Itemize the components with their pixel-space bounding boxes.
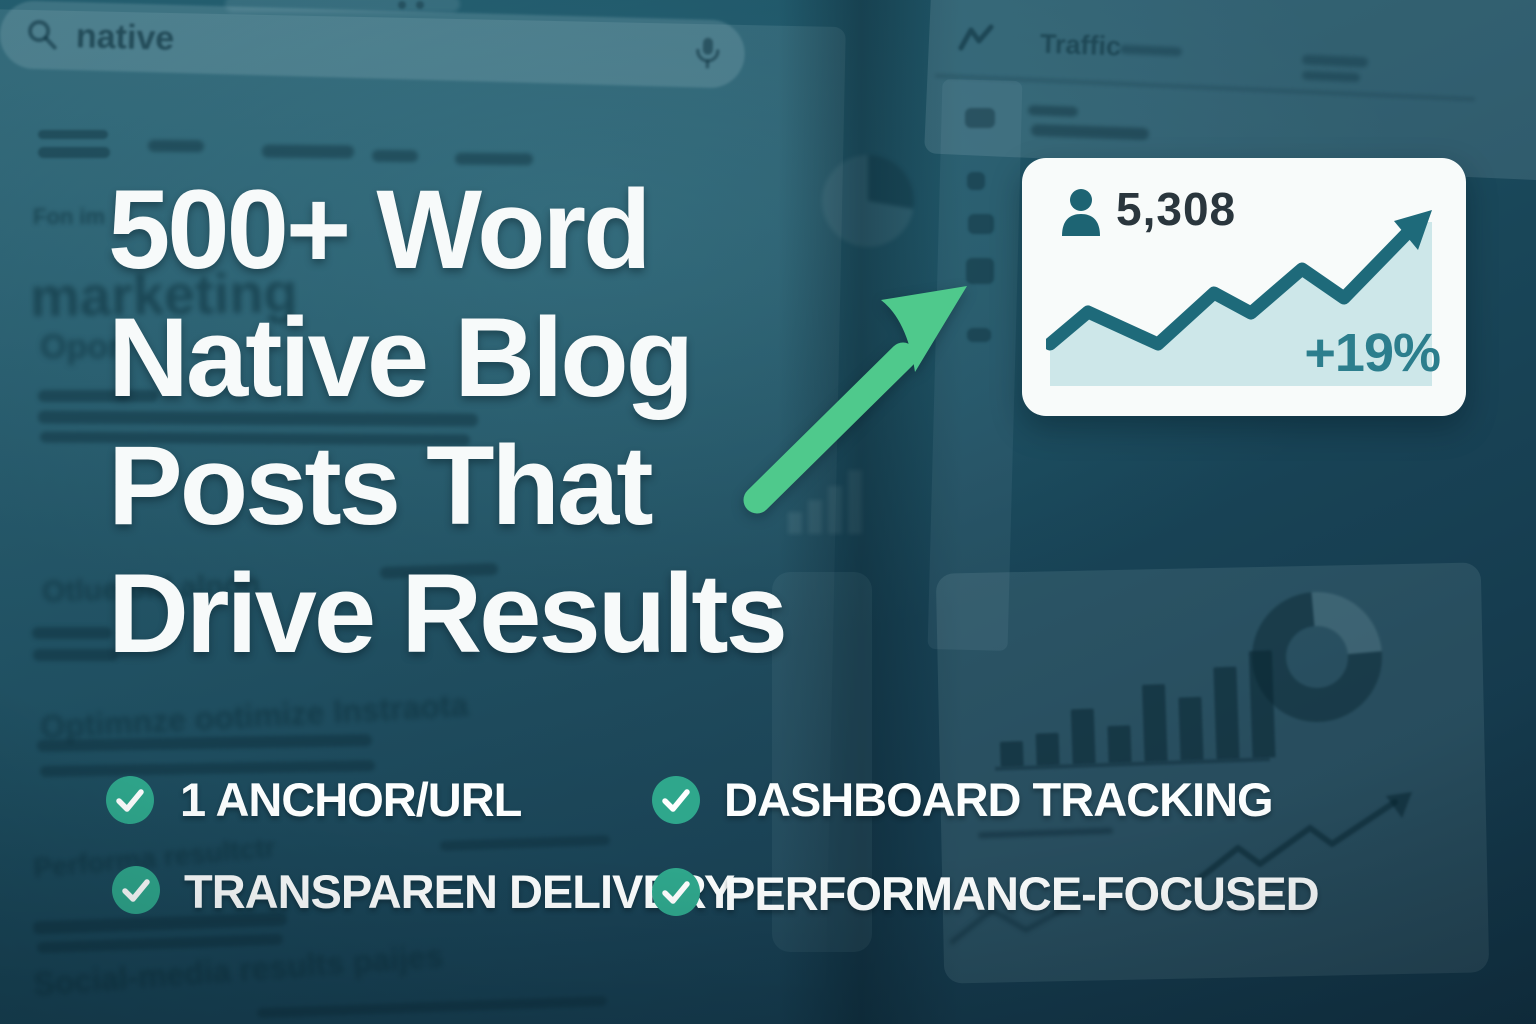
stat-delta: +19% xyxy=(1304,323,1441,383)
search-input[interactable]: native xyxy=(75,16,175,58)
feature-label: PERFORMANCE-FOCUSED xyxy=(724,867,1320,920)
mic-icon[interactable] xyxy=(694,35,721,70)
ghost-line xyxy=(38,390,158,402)
nav-ghost-item xyxy=(147,139,205,153)
browser-dot xyxy=(416,1,424,9)
bg-small-zigzag xyxy=(950,894,1088,945)
check-icon xyxy=(652,868,700,916)
bg-bar-chart xyxy=(995,607,1280,767)
bg-trend-arrow xyxy=(1192,792,1412,885)
bg-bar xyxy=(1141,684,1168,762)
browser-dot xyxy=(398,1,406,9)
ghost-mini-bars xyxy=(788,468,878,534)
growth-arrow-icon xyxy=(743,286,967,514)
nav-ghost-item xyxy=(454,152,534,166)
menu-icon[interactable] xyxy=(38,147,110,158)
traffic-line xyxy=(1046,215,1425,351)
feature-label: TRANSPAREN DELIVERY xyxy=(184,865,735,918)
sidebar-icon[interactable] xyxy=(965,108,995,128)
analytics-panel-corner xyxy=(772,572,872,952)
bg-bar xyxy=(1070,708,1096,765)
ghost-pie-chart xyxy=(822,155,914,247)
search-icon xyxy=(28,20,57,50)
sidebar-icon[interactable] xyxy=(967,328,991,342)
menu-icon[interactable] xyxy=(38,130,108,139)
dashboard-logo-icon xyxy=(958,24,994,51)
headline-line: Drive Results xyxy=(108,551,788,676)
traffic-label: Traffic xyxy=(1039,28,1122,62)
headline-line: Posts That xyxy=(108,423,654,548)
nav-ghost-item xyxy=(261,144,355,159)
sidebar-icon[interactable] xyxy=(968,214,994,234)
bg-bar xyxy=(1035,732,1060,766)
nav-ghost-item xyxy=(371,149,419,163)
bg-bar xyxy=(1213,666,1240,760)
check-icon xyxy=(106,776,154,824)
search-bar[interactable]: native xyxy=(0,0,746,89)
stat-card: 5,308 +19% xyxy=(1022,158,1466,416)
headline: 500+ Word Native Blog Posts That Drive R… xyxy=(108,166,788,678)
browser-top-bar xyxy=(225,0,460,12)
user-icon xyxy=(1062,189,1100,236)
sidebar-icon[interactable] xyxy=(967,172,985,190)
page-divider-shadow xyxy=(778,0,963,1024)
stat-chart-svg xyxy=(1046,210,1432,386)
headline-line: 500+ Word xyxy=(108,167,651,292)
ghost-text: Opor xyxy=(40,328,122,366)
ghost-line xyxy=(33,649,118,661)
feature-label: 1 ANCHOR/URL xyxy=(180,773,522,826)
traffic-arrowhead-icon xyxy=(1394,210,1432,250)
bg-bar xyxy=(999,741,1024,767)
bg-bar xyxy=(1107,725,1132,764)
check-icon xyxy=(112,866,160,914)
check-icon xyxy=(652,776,700,824)
feature-label: DASHBOARD TRACKING xyxy=(724,773,1274,826)
stat-value: 5,308 xyxy=(1116,183,1237,235)
bg-bar xyxy=(1178,696,1204,761)
headline-line: Native Blog xyxy=(108,295,694,420)
ghost-text: Fon im xyxy=(33,204,106,229)
sidebar-icon[interactable] xyxy=(966,258,994,284)
ghost-line xyxy=(32,627,112,639)
panel-ghost-bar xyxy=(1027,105,1079,117)
